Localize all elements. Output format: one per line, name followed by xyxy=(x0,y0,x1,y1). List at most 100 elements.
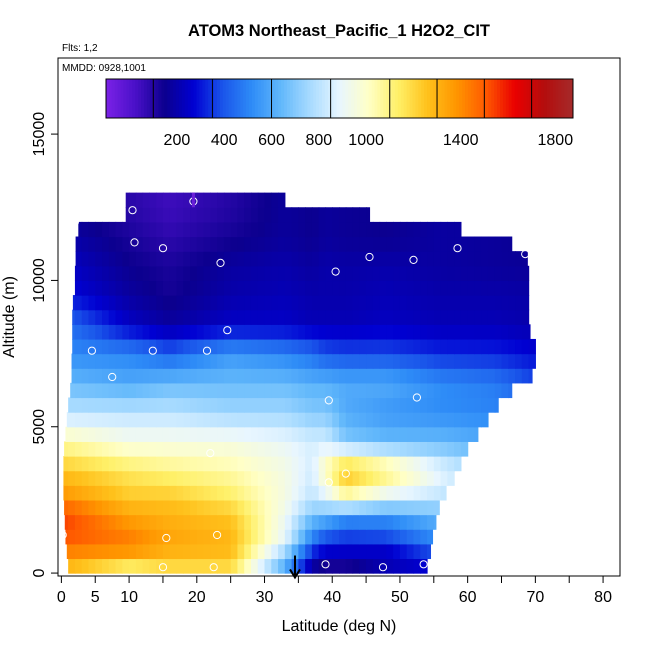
colorbar-cell xyxy=(517,79,521,118)
field-cell xyxy=(298,470,306,486)
field-cell xyxy=(494,324,503,340)
field-cell xyxy=(298,558,306,574)
colorbar-cell xyxy=(441,79,446,118)
field-cell xyxy=(250,265,259,282)
field-cell xyxy=(332,543,340,560)
field-cell xyxy=(169,207,178,223)
field-cell xyxy=(413,456,421,472)
colorbar-cell xyxy=(406,79,411,118)
field-cell xyxy=(135,338,144,355)
field-cell xyxy=(162,529,171,545)
field-cell xyxy=(454,338,462,355)
colorbar-cell xyxy=(476,79,481,118)
field-cell xyxy=(162,295,171,311)
field-cell xyxy=(393,295,401,311)
field-cell xyxy=(278,529,286,545)
colorbar-cell xyxy=(106,79,110,118)
field-cell xyxy=(474,426,479,442)
colorbar-cell xyxy=(502,79,507,118)
field-cell xyxy=(264,221,272,238)
field-cell xyxy=(203,543,211,560)
field-cell xyxy=(250,470,259,486)
field-cell xyxy=(149,251,157,267)
field-cell xyxy=(440,441,448,457)
field-cell xyxy=(142,368,151,384)
field-cell xyxy=(271,251,279,267)
field-cell xyxy=(481,236,489,252)
field-cell xyxy=(169,485,178,501)
field-cell xyxy=(345,295,354,311)
field-cell xyxy=(149,368,157,384)
field-cell xyxy=(115,558,123,574)
field-cell xyxy=(115,265,123,282)
field-cell xyxy=(399,324,408,340)
field-cell xyxy=(379,426,387,442)
field-cell xyxy=(433,221,442,238)
field-cell xyxy=(115,309,123,325)
field-cell xyxy=(420,456,428,472)
field-cell xyxy=(420,221,428,238)
colorbar-cell xyxy=(132,79,136,118)
field-cell xyxy=(487,397,496,413)
field-cell xyxy=(433,368,442,384)
field-cell xyxy=(298,412,306,428)
colorbar-cell xyxy=(181,79,186,118)
field-cell xyxy=(190,368,198,384)
field-cell xyxy=(176,368,184,384)
field-cell xyxy=(196,558,205,574)
colorbar-cell xyxy=(415,79,419,118)
field-cell xyxy=(169,514,178,530)
sample-point xyxy=(209,563,218,572)
field-cell xyxy=(244,558,252,574)
field-cell xyxy=(339,295,347,311)
field-cell xyxy=(71,368,76,384)
field-cell xyxy=(406,543,415,560)
y-axis-label: Altitude (m) xyxy=(1,276,18,358)
field-cell xyxy=(284,382,293,399)
colorbar-cell xyxy=(529,79,533,118)
sample-point xyxy=(378,563,388,572)
field-cell xyxy=(487,368,496,384)
field-cell xyxy=(81,529,90,545)
field-cell xyxy=(142,397,151,413)
field-cell xyxy=(427,368,435,384)
field-cell xyxy=(244,412,252,428)
field-cell xyxy=(420,382,428,399)
field-cell xyxy=(427,426,435,442)
field-cell xyxy=(379,397,387,413)
field-cell xyxy=(501,353,509,369)
field-cell xyxy=(284,221,293,238)
field-cell xyxy=(203,426,211,442)
colorbar-cell xyxy=(321,79,326,118)
field-cell xyxy=(156,207,164,223)
field-cell xyxy=(176,529,184,545)
field-cell xyxy=(474,280,482,296)
field-cell xyxy=(521,280,530,296)
field-cell xyxy=(237,514,245,530)
field-cell xyxy=(66,543,69,560)
field-cell xyxy=(64,499,69,516)
field-cell xyxy=(386,265,394,282)
field-cell xyxy=(318,324,327,340)
field-cell xyxy=(284,412,293,428)
field-cell xyxy=(210,514,218,530)
field-cell xyxy=(250,412,259,428)
field-cell xyxy=(339,397,347,413)
field-cell xyxy=(203,280,211,296)
field-cell xyxy=(427,412,435,428)
colorbar-cell xyxy=(161,79,165,118)
field-cell xyxy=(305,558,313,574)
field-cell xyxy=(88,441,96,457)
field-cell xyxy=(88,470,96,486)
field-cell xyxy=(122,412,130,428)
field-cell xyxy=(501,251,509,267)
field-cell xyxy=(386,368,394,384)
field-cell xyxy=(420,236,428,252)
field-cell xyxy=(149,499,157,516)
field-cell xyxy=(460,309,469,325)
field-cell xyxy=(339,368,347,384)
colorbar-cell xyxy=(164,79,168,118)
field-cell xyxy=(183,529,191,545)
field-cell xyxy=(508,338,516,355)
field-cell xyxy=(244,309,252,325)
